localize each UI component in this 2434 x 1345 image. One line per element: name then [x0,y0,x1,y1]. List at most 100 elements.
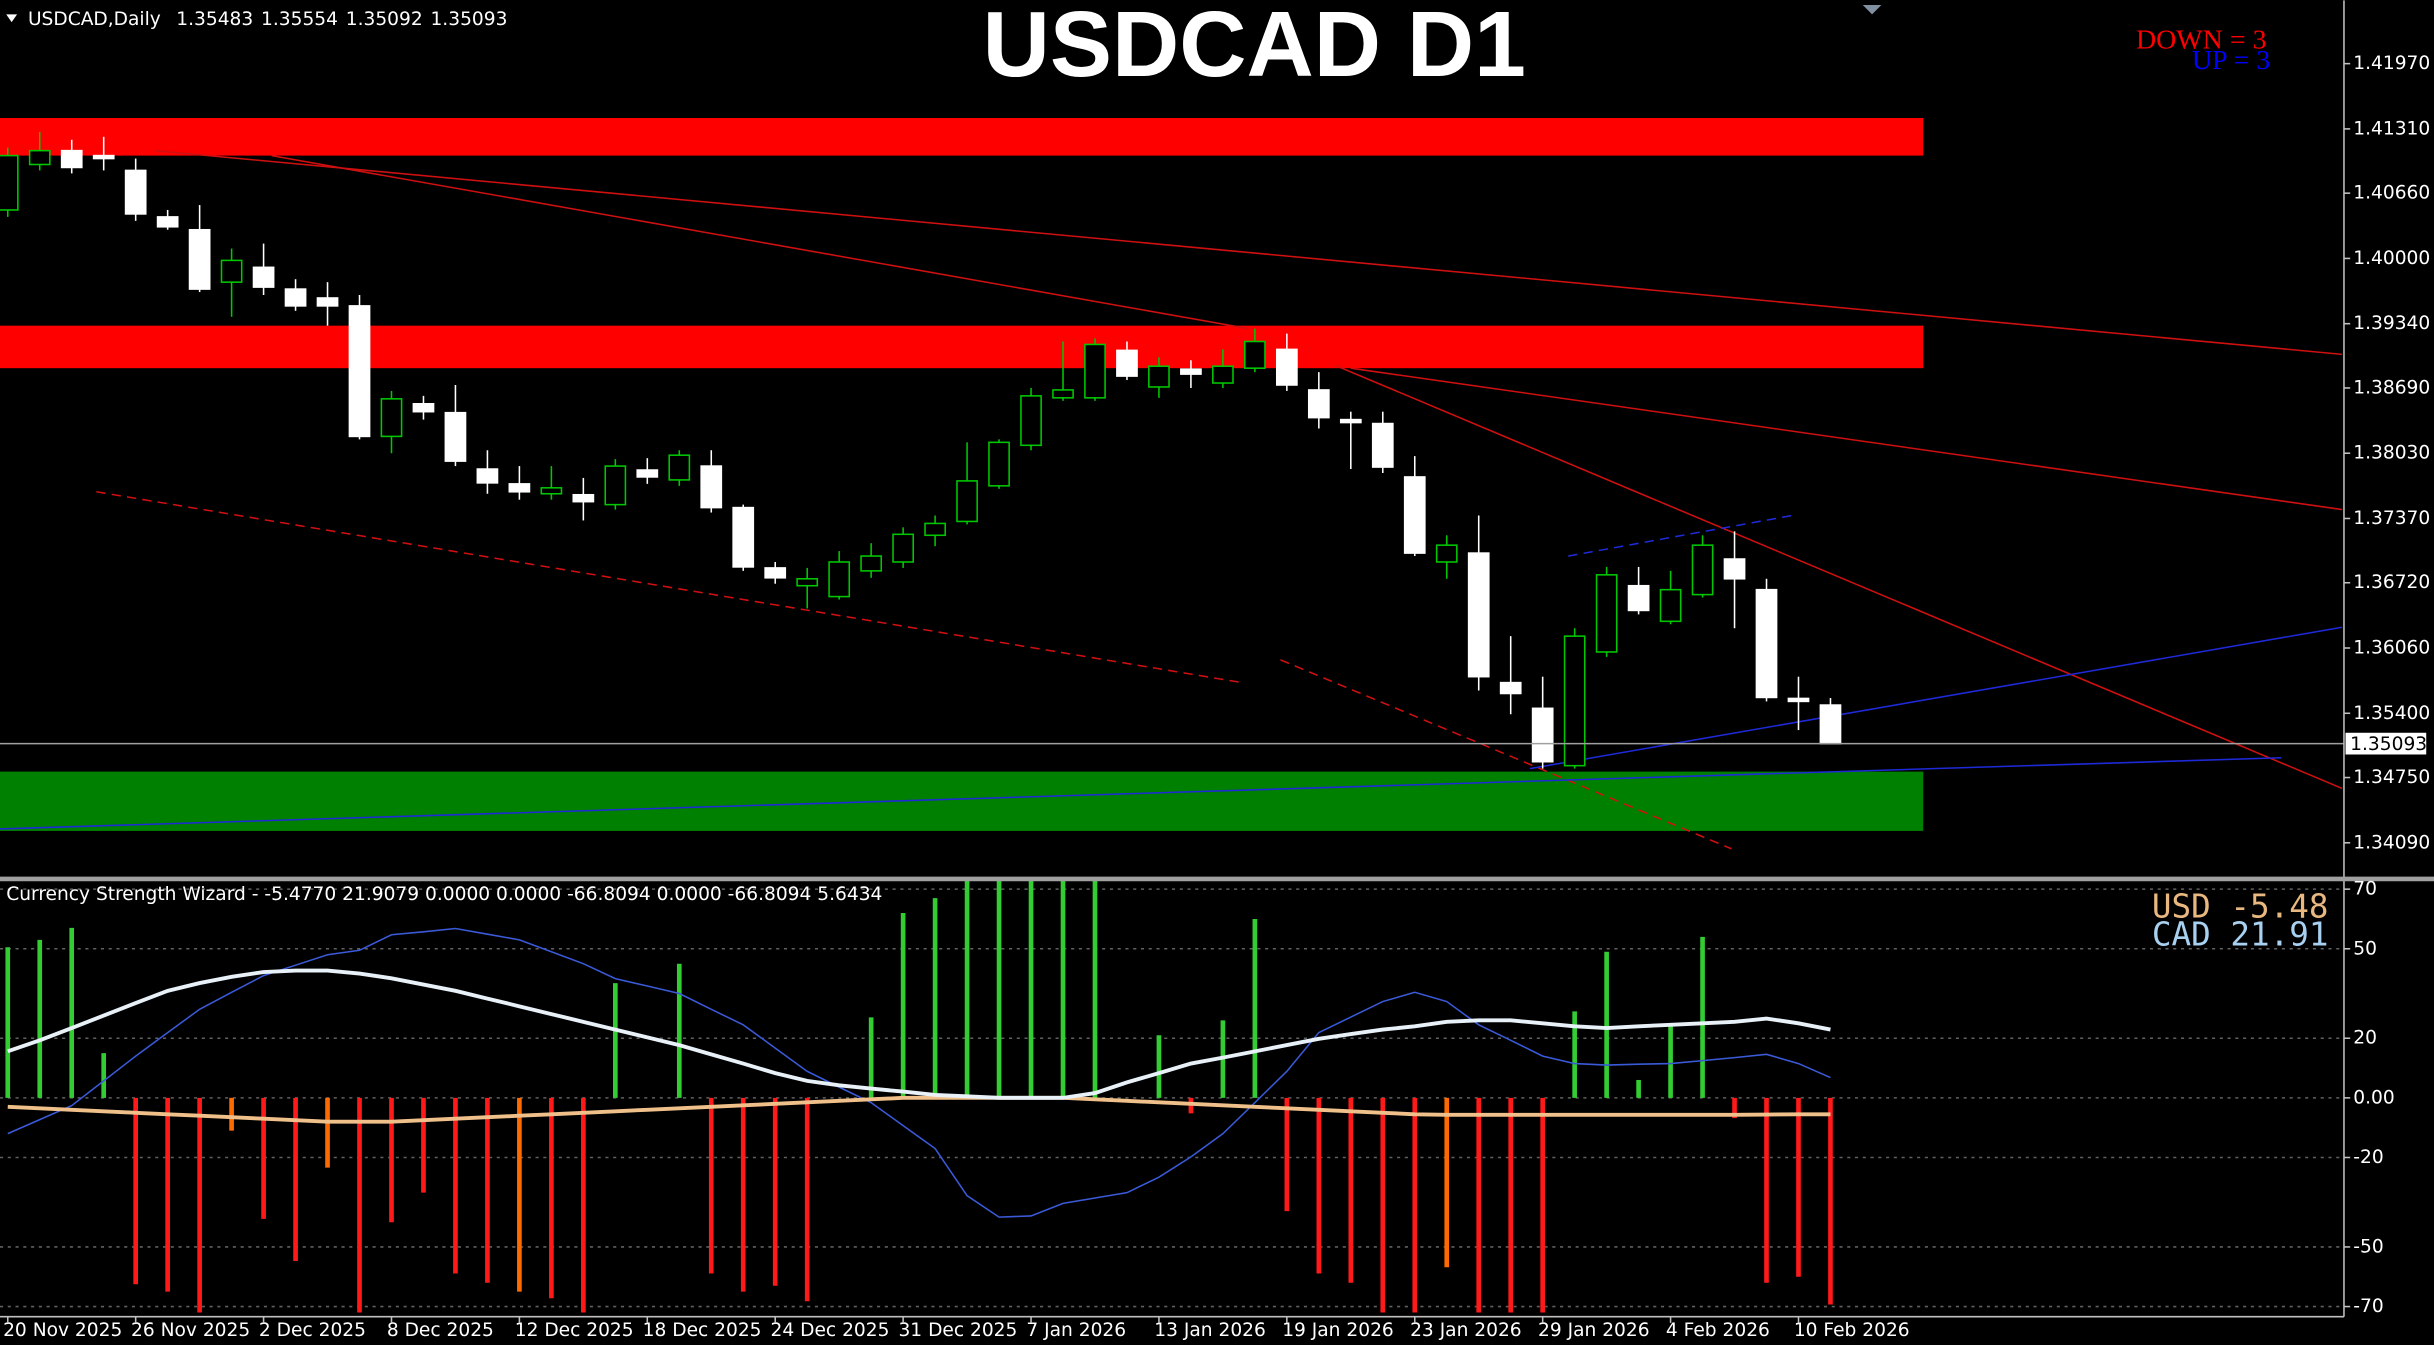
x-tick-label: 13 Jan 2026 [1154,1320,1266,1341]
candle-body [1659,588,1682,623]
x-tick-label: 2 Dec 2025 [259,1320,366,1341]
y-tick-label: 1.40660 [2353,183,2430,204]
open-value: 1.35483 [176,8,253,29]
x-tick-label: 23 Jan 2026 [1410,1320,1522,1341]
legend-entry: CAD 21.91 [2152,915,2329,953]
candle-body [1563,635,1586,767]
y-tick-label: -70 [2353,1296,2383,1317]
candle-body [1467,552,1490,678]
trendline [271,154,1249,330]
y-tick-label: 50 [2353,938,2377,959]
menu-arrow [6,14,18,23]
x-tick-label: 8 Dec 2025 [387,1320,494,1341]
candle-body [1020,395,1042,447]
candle-body [1531,707,1554,763]
candle-body [444,411,467,462]
candle-body [796,578,819,587]
candle-body [508,483,531,493]
y-tick-label: 1.41970 [2353,53,2430,74]
candle-body [700,465,723,509]
y-tick-label: 1.40000 [2353,248,2430,269]
x-tick-label: 4 Feb 2026 [1666,1320,1770,1341]
trendline [1568,514,1793,557]
zone [0,771,1924,831]
x-tick-label: 20 Nov 2025 [3,1320,122,1341]
candle-body [412,403,435,413]
strength-line [7,1095,1831,1124]
y-tick-label: 1.34090 [2353,832,2430,853]
y-tick-label: -20 [2353,1147,2383,1168]
indicator-plot [0,880,2344,1313]
candle-body [668,454,691,481]
candle-body [1212,365,1234,384]
x-tick-label: 24 Dec 2025 [771,1320,890,1341]
annotation: UP = 3 [2192,45,2270,76]
y-tick-label: 1.34750 [2353,767,2430,788]
candle-body [220,259,243,283]
x-tick-label: 31 Dec 2025 [898,1320,1017,1341]
candle-body [284,288,307,307]
candle-body [636,469,659,478]
candle-body [1371,422,1394,468]
current-price-label: 1.35093 [2350,734,2427,755]
candle-body [60,149,83,169]
y-tick-label: 1.35400 [2353,703,2430,724]
strength-line [7,968,1831,1100]
y-tick-label: 1.38690 [2353,377,2430,398]
candle-body [732,506,755,568]
candle-body [92,154,115,160]
candle-body [924,522,946,537]
candle-body [1499,681,1522,695]
candle-body [1723,558,1746,580]
y-tick-label: 1.36720 [2353,572,2430,593]
symbol: USDCAD,Daily [28,8,161,29]
candle-body [316,297,339,307]
trendline [1350,367,2343,511]
candle-body [892,533,914,563]
y-tick-label: -50 [2353,1236,2383,1257]
strength-line [7,927,1831,1218]
candle-body [988,441,1010,487]
indicator-title: Currency Strength Wizard - -5.4770 21.90… [6,884,882,905]
x-tick-label: 26 Nov 2025 [131,1320,250,1341]
candle-body [1116,349,1138,377]
candle-body [1084,343,1106,399]
trendline [96,491,1243,684]
low-value: 1.35092 [346,8,423,29]
trendline [154,149,2343,356]
candle-body [124,169,147,215]
candle-body [1627,584,1650,612]
current-price-box [2345,732,2427,755]
trendline [1334,364,2343,790]
chart-title: USDCAD D1 [983,0,1526,96]
trendline [1280,659,1732,850]
candle-body [860,555,883,572]
candle-body [1052,389,1074,399]
x-tick-label: 12 Dec 2025 [515,1320,634,1341]
x-tick-label: 19 Jan 2026 [1282,1320,1394,1341]
y-tick-label: 1.37370 [2353,508,2430,529]
x-tick-label: 10 Feb 2026 [1794,1320,1910,1341]
candle-body [1339,418,1362,424]
x-tick-label: 7 Jan 2026 [1026,1320,1126,1341]
annotation: DOWN = 3 [2136,25,2267,56]
candle-body [1180,368,1202,375]
x-tick-label: 29 Jan 2026 [1538,1320,1650,1341]
y-tick-label: 1.41310 [2353,118,2430,139]
candle-body [1755,588,1778,699]
candle-body [0,154,19,211]
high-value: 1.35554 [261,8,338,29]
trendline [1529,626,2343,770]
candle-body [572,493,595,503]
x-tick-label: 18 Dec 2025 [643,1320,762,1341]
candle-body [1787,697,1810,703]
candle-body [188,228,211,290]
candle-body [1819,704,1842,745]
candle-body [28,149,51,166]
symbol-header: USDCAD,Daily 1.35483 1.35554 1.35092 1.35093 [28,8,508,29]
candle-body [1148,365,1170,388]
candle-body [604,465,627,506]
